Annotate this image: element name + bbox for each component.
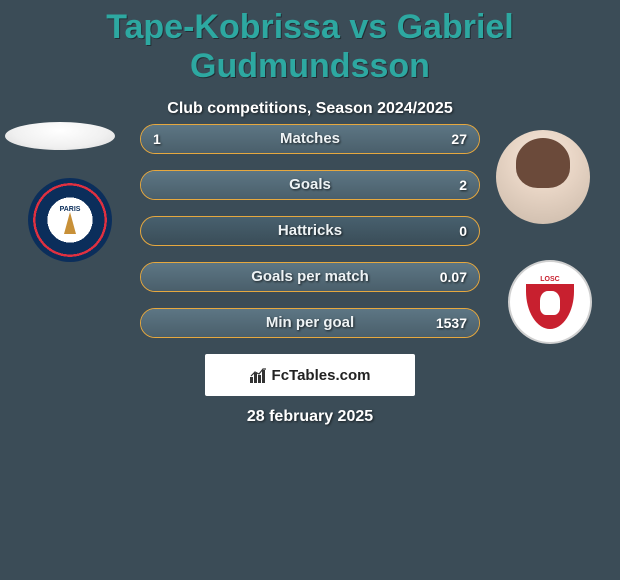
club-right-badge: LOSC [508, 260, 592, 344]
page-title: Tape-Kobrissa vs Gabriel Gudmundsson [0, 0, 620, 86]
stat-value-right: 0 [459, 217, 467, 245]
stat-label: Goals per match [141, 263, 479, 291]
stat-value-right: 0.07 [440, 263, 467, 291]
eiffel-icon [64, 212, 76, 234]
club-right-label: LOSC [526, 275, 574, 284]
site-logo: FcTables.com [205, 354, 415, 396]
stat-row: 1Matches27 [140, 124, 480, 154]
stat-value-right: 27 [451, 125, 467, 153]
date-label: 28 february 2025 [0, 408, 620, 426]
player-left-avatar [5, 122, 115, 150]
stat-row: Goals per match0.07 [140, 262, 480, 292]
dog-icon [540, 291, 560, 315]
stat-label: Goals [141, 171, 479, 199]
player-right-avatar [496, 130, 590, 224]
subtitle: Club competitions, Season 2024/2025 [0, 100, 620, 118]
stat-label: Min per goal [141, 309, 479, 337]
stat-row: Hattricks0 [140, 216, 480, 246]
stat-row: Min per goal1537 [140, 308, 480, 338]
stat-label: Matches [141, 125, 479, 153]
stat-value-right: 2 [459, 171, 467, 199]
shield-icon: LOSC [526, 275, 574, 329]
stat-label: Hattricks [141, 217, 479, 245]
site-logo-text: FcTables.com [272, 367, 371, 384]
chart-icon [250, 367, 268, 383]
stats-container: 1Matches27 Goals2 Hattricks0 Goals per matc… [140, 124, 480, 354]
club-left-badge: PARIS [28, 178, 112, 262]
stat-value-right: 1537 [436, 309, 467, 337]
stat-row: Goals2 [140, 170, 480, 200]
